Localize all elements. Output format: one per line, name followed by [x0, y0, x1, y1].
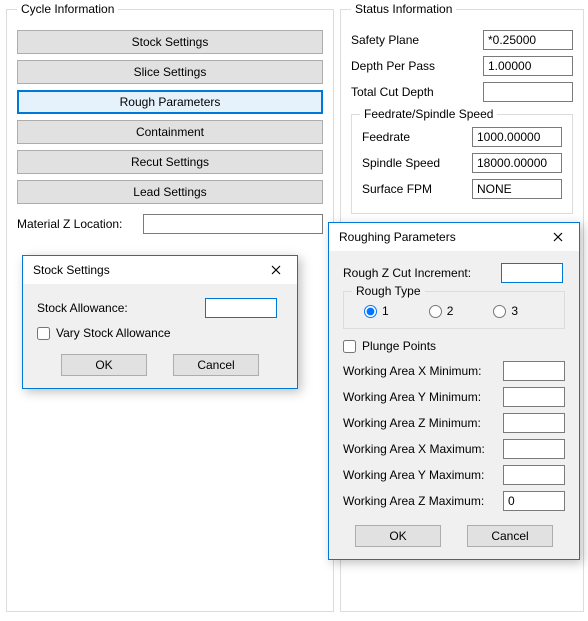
- plunge-points-checkbox[interactable]: [343, 340, 356, 353]
- feedrate-spindle-legend: Feedrate/Spindle Speed: [360, 107, 497, 121]
- surface-fpm-label: Surface FPM: [362, 182, 464, 196]
- rough-parameters-button[interactable]: Rough Parameters: [17, 90, 323, 114]
- vary-stock-allowance-label: Vary Stock Allowance: [56, 326, 171, 340]
- status-legend: Status Information: [351, 2, 456, 16]
- lead-settings-button[interactable]: Lead Settings: [17, 180, 323, 204]
- rough-z-inc-input[interactable]: [502, 264, 562, 282]
- roughing-dialog-title: Roughing Parameters: [339, 230, 543, 244]
- rough-type-2-label: 2: [447, 304, 454, 318]
- stock-allowance-label: Stock Allowance:: [37, 301, 197, 315]
- plunge-points-label: Plunge Points: [362, 339, 436, 353]
- total-cut-depth-input[interactable]: [483, 82, 573, 102]
- safety-plane-label: Safety Plane: [351, 33, 475, 47]
- slice-settings-button[interactable]: Slice Settings: [17, 60, 323, 84]
- wa-y-min-input[interactable]: [503, 387, 565, 407]
- stock-settings-button[interactable]: Stock Settings: [17, 30, 323, 54]
- rough-type-2-radio[interactable]: [429, 305, 442, 318]
- stock-settings-dialog: Stock Settings Stock Allowance: Vary Sto…: [22, 255, 298, 389]
- feedrate-input[interactable]: [472, 127, 562, 147]
- feedrate-label: Feedrate: [362, 130, 464, 144]
- stock-allowance-input[interactable]: [206, 299, 276, 317]
- safety-plane-input[interactable]: [483, 30, 573, 50]
- rough-type-1-radio[interactable]: [364, 305, 377, 318]
- wa-x-max-label: Working Area X Maximum:: [343, 442, 495, 456]
- wa-x-max-input[interactable]: [503, 439, 565, 459]
- rough-type-legend: Rough Type: [352, 284, 425, 298]
- wa-y-max-input[interactable]: [503, 465, 565, 485]
- total-cut-depth-label: Total Cut Depth: [351, 85, 475, 99]
- material-z-label: Material Z Location:: [17, 217, 135, 231]
- depth-per-pass-input[interactable]: [483, 56, 573, 76]
- vary-stock-allowance-checkbox[interactable]: [37, 327, 50, 340]
- wa-x-min-input[interactable]: [503, 361, 565, 381]
- surface-fpm-input[interactable]: [472, 179, 562, 199]
- cancel-button[interactable]: Cancel: [467, 525, 553, 547]
- wa-y-min-label: Working Area Y Minimum:: [343, 390, 495, 404]
- containment-button[interactable]: Containment: [17, 120, 323, 144]
- feedrate-spindle-group: Feedrate/Spindle Speed Feedrate Spindle …: [351, 114, 573, 214]
- ok-button[interactable]: OK: [355, 525, 441, 547]
- stock-dialog-title: Stock Settings: [33, 263, 261, 277]
- close-icon[interactable]: [543, 227, 573, 247]
- rough-z-inc-label: Rough Z Cut Increment:: [343, 266, 493, 280]
- recut-settings-button[interactable]: Recut Settings: [17, 150, 323, 174]
- depth-per-pass-label: Depth Per Pass: [351, 59, 475, 73]
- wa-x-min-label: Working Area X Minimum:: [343, 364, 495, 378]
- material-z-input[interactable]: [143, 214, 323, 234]
- cycle-legend: Cycle Information: [17, 2, 118, 16]
- rough-type-1-label: 1: [382, 304, 389, 318]
- roughing-parameters-dialog: Roughing Parameters Rough Z Cut Incremen…: [328, 222, 580, 560]
- rough-type-3-radio[interactable]: [493, 305, 506, 318]
- close-icon[interactable]: [261, 260, 291, 280]
- wa-y-max-label: Working Area Y Maximum:: [343, 468, 495, 482]
- ok-button[interactable]: OK: [61, 354, 147, 376]
- spindle-speed-label: Spindle Speed: [362, 156, 464, 170]
- spindle-speed-input[interactable]: [472, 153, 562, 173]
- rough-type-group: Rough Type 1 2 3: [343, 291, 565, 329]
- wa-z-max-label: Working Area Z Maximum:: [343, 494, 495, 508]
- cancel-button[interactable]: Cancel: [173, 354, 259, 376]
- wa-z-min-label: Working Area Z Minimum:: [343, 416, 495, 430]
- wa-z-max-input[interactable]: [503, 491, 565, 511]
- rough-type-3-label: 3: [511, 304, 518, 318]
- wa-z-min-input[interactable]: [503, 413, 565, 433]
